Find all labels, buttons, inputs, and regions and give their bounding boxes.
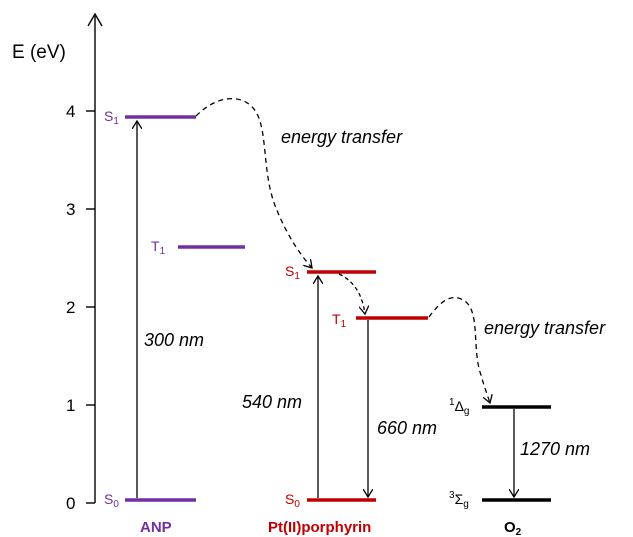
- o2-triplet-label: 3Σg: [449, 490, 469, 510]
- pt-emission-wavelength: 660 nm: [377, 418, 437, 438]
- energy-transfer-label-2: energy transfer: [484, 318, 606, 338]
- energy-axis-tick-label: 3: [66, 200, 75, 219]
- pt-t1-label: T1: [332, 311, 347, 330]
- anp-absorption-wavelength: 300 nm: [144, 330, 204, 350]
- anp-s1-label: S1: [104, 108, 119, 127]
- energy-axis-tick-label: 1: [66, 396, 75, 415]
- energy-axis-arrowhead: [87, 12, 103, 27]
- o2-emission-wavelength: 1270 nm: [520, 439, 590, 459]
- isc-arrow-pt-s1-to-t1: [338, 273, 365, 314]
- molecule-label-o2: O2: [504, 519, 522, 537]
- anp-t1-label: T1: [151, 238, 166, 257]
- molecule-label-anp: ANP: [140, 519, 172, 536]
- o2-singlet-label: 1Δg: [449, 397, 469, 417]
- anp-s0-label: S0: [104, 491, 119, 510]
- energy-transfer-arrow-anp-to-pt: [195, 98, 312, 268]
- molecule-label-pt-porphyrin: Pt(II)porphyrin: [268, 519, 371, 536]
- energy-axis-tick-label: 2: [66, 298, 75, 317]
- pt-s1-label: S1: [285, 263, 300, 282]
- energy-axis-tick-label: 4: [66, 102, 75, 121]
- energy-axis-tick-label: 0: [66, 494, 75, 513]
- pt-absorption-wavelength: 540 nm: [242, 392, 302, 412]
- energy-transfer-label-1: energy transfer: [281, 127, 403, 147]
- energy-axis-ticks: 0 1 2 3 4: [66, 102, 95, 513]
- energy-transfer-arrow-pt-to-o2: [428, 296, 490, 403]
- energy-axis-title: E (eV): [12, 42, 66, 63]
- pt-s0-label: S0: [285, 491, 300, 510]
